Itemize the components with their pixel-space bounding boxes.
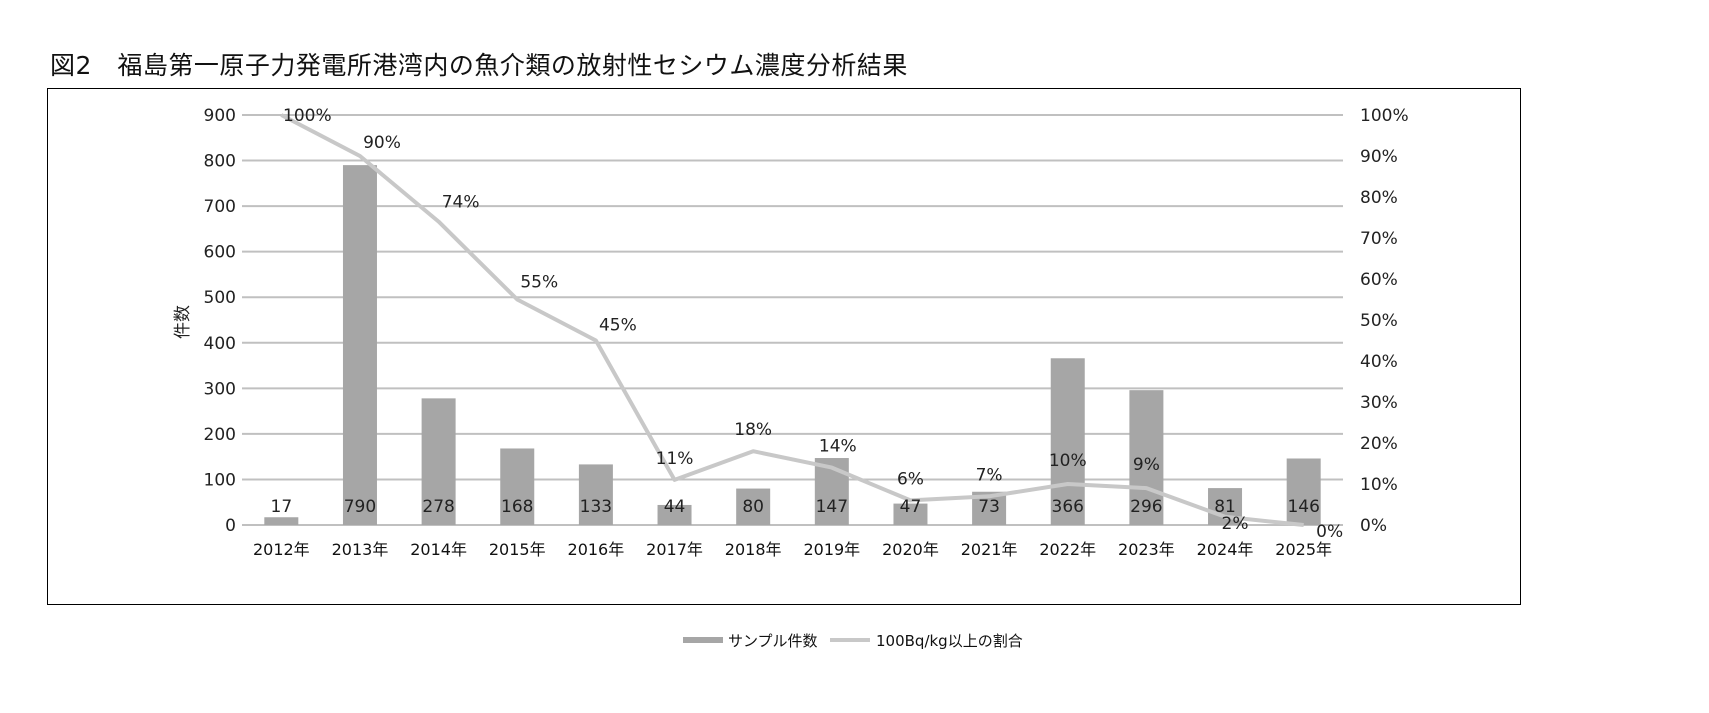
bar-value-label: 168 (501, 497, 533, 517)
line-value-label: 11% (656, 449, 694, 469)
bar-value-label: 296 (1130, 497, 1162, 517)
y2-tick-label: 80% (1360, 188, 1398, 208)
bar-value-label: 81 (1214, 497, 1236, 517)
bar-value-label: 73 (978, 497, 1000, 517)
x-tick-label: 2021年 (961, 540, 1018, 559)
legend-swatch-bar (683, 637, 723, 643)
bar-series (264, 165, 1321, 525)
line-value-label: 55% (520, 273, 558, 293)
bar-value-label: 147 (816, 497, 848, 517)
x-tick-label: 2022年 (1039, 540, 1096, 559)
y2-tick-label: 100% (1360, 106, 1409, 126)
y2-tick-label: 10% (1360, 475, 1398, 495)
y2-tick-label: 40% (1360, 352, 1398, 372)
category-axis-labels: 2012年 2013年 2014年 2015年 2016年 2017年 2018年 2019年… (253, 540, 1332, 559)
line-value-label: 10% (1049, 451, 1087, 471)
line-value-label: 100% (283, 106, 332, 126)
bar (657, 504, 692, 525)
bar-data-labels: 17 790 278 168 133 44 80 147 47 73 366 296 81 146 (271, 497, 1320, 517)
bar (421, 398, 456, 525)
x-tick-label: 2024年 (1197, 540, 1254, 559)
left-axis-ticks: 0 100 200 300 400 500 600 700 800 900 (204, 106, 236, 536)
bar (342, 165, 377, 525)
bar-value-label: 47 (900, 497, 922, 517)
y2-tick-label: 90% (1360, 147, 1398, 167)
line-series (280, 113, 1304, 527)
bar-value-label: 790 (344, 497, 376, 517)
line-value-label: 45% (599, 316, 637, 336)
right-axis-ticks: 0% 10% 20% 30% 40% 50% 60% 70% 80% 90% 100% (1360, 106, 1409, 536)
y-axis-title: 件数 (173, 305, 193, 339)
line-value-label: 90% (363, 133, 401, 153)
x-tick-label: 2013年 (332, 540, 389, 559)
line-value-label: 9% (1133, 455, 1160, 475)
bar-value-label: 366 (1052, 497, 1084, 517)
line-value-label: 7% (976, 465, 1003, 485)
legend: サンプル件数 100Bq/kg以上の割合 (683, 632, 1023, 650)
bar (893, 503, 928, 525)
y-tick-label: 400 (204, 334, 236, 354)
x-tick-label: 2017年 (646, 540, 703, 559)
line-value-label: 14% (819, 437, 857, 457)
x-tick-label: 2018年 (725, 540, 782, 559)
gridlines (242, 114, 1343, 526)
chart-title: 図2 福島第一原子力発電所港湾内の魚介類の放射性セシウム濃度分析結果 (50, 51, 908, 80)
bar (500, 448, 535, 525)
bar (578, 464, 613, 525)
y-tick-label: 200 (204, 425, 236, 445)
y-tick-label: 900 (204, 106, 236, 126)
x-tick-label: 2012年 (253, 540, 310, 559)
y-tick-label: 700 (204, 197, 236, 217)
y-tick-label: 100 (204, 470, 236, 490)
y2-tick-label: 20% (1360, 434, 1398, 454)
legend-swatch-line (830, 638, 870, 642)
line-value-label: 74% (442, 193, 480, 213)
bar (264, 517, 299, 525)
bar-value-label: 44 (664, 497, 686, 517)
x-tick-label: 2025年 (1275, 540, 1332, 559)
bar (1286, 458, 1321, 525)
bar-value-label: 133 (580, 497, 612, 517)
y2-tick-label: 60% (1360, 270, 1398, 290)
legend-label-line: 100Bq/kg以上の割合 (876, 632, 1023, 650)
y-tick-label: 800 (204, 152, 236, 172)
legend-label-bar: サンプル件数 (728, 632, 818, 650)
x-tick-label: 2015年 (489, 540, 546, 559)
x-tick-label: 2023年 (1118, 540, 1175, 559)
y2-tick-label: 0% (1360, 516, 1387, 536)
bar-value-label: 278 (422, 497, 454, 517)
x-tick-label: 2019年 (803, 540, 860, 559)
line-value-label: 2% (1222, 514, 1249, 534)
y2-tick-label: 70% (1360, 229, 1398, 249)
x-tick-label: 2020年 (882, 540, 939, 559)
y-tick-label: 0 (225, 516, 236, 536)
bar-value-label: 146 (1287, 497, 1319, 517)
y-tick-label: 300 (204, 379, 236, 399)
y2-tick-label: 30% (1360, 393, 1398, 413)
line-value-label: 18% (734, 420, 772, 440)
chart-frame (47, 88, 1521, 605)
x-tick-label: 2014年 (410, 540, 467, 559)
y-tick-label: 600 (204, 243, 236, 263)
bar (1050, 358, 1085, 525)
y2-tick-label: 50% (1360, 311, 1398, 331)
line-value-label: 6% (897, 469, 924, 489)
line-path (280, 113, 1304, 527)
bar (736, 488, 771, 525)
line-value-label: 0% (1316, 522, 1343, 542)
y-tick-label: 500 (204, 288, 236, 308)
bar (1129, 390, 1164, 525)
bar-value-label: 17 (271, 497, 293, 517)
bar-value-label: 80 (742, 497, 764, 517)
x-tick-label: 2016年 (568, 540, 625, 559)
line-data-labels: 100% 90% 74% 55% 45% 11% 18% 14% 6% 7% 10% 9% 2% 0% (283, 106, 1343, 542)
